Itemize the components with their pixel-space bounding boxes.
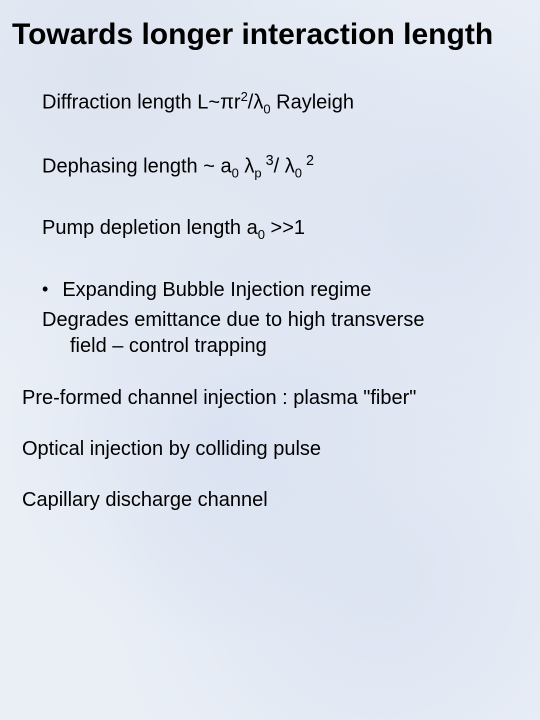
bottom-block: Pre-formed channel injection : plasma "f… <box>12 387 520 512</box>
pump-prefix: Pump depletion length a <box>42 217 258 239</box>
pump-line: Pump depletion length a0 >>1 <box>42 216 520 243</box>
lambda-p: λ <box>244 156 254 178</box>
rayleigh-suffix: Rayleigh <box>271 92 354 114</box>
lambda-0: λ <box>285 156 295 178</box>
content-block: Diffraction length L~πr2/λ0 Rayleigh Dep… <box>12 89 520 359</box>
r-variable: r <box>234 92 241 114</box>
continuation-line-1: Degrades emittance due to high transvers… <box>42 309 424 331</box>
slide: Towards longer interaction length Diffra… <box>0 0 540 720</box>
bullet-dot: • <box>42 279 48 300</box>
sup-2: 2 <box>302 153 314 169</box>
lambda-sub-0b: 0 <box>295 166 302 181</box>
lambda: λ <box>253 92 263 114</box>
bullet-item: • Expanding Bubble Injection regime <box>42 277 520 303</box>
pi-symbol: π <box>220 92 234 114</box>
r-superscript-2: 2 <box>241 89 248 104</box>
pump-sub-0: 0 <box>258 227 265 242</box>
diffraction-prefix: Diffraction length L~ <box>42 92 220 114</box>
pump-gg1: >>1 <box>265 217 305 239</box>
bottom-line-3: Capillary discharge channel <box>22 489 520 512</box>
bottom-line-2: Optical injection by colliding pulse <box>22 438 520 461</box>
sup-3: 3 <box>262 153 274 169</box>
slash-2: / <box>274 156 285 178</box>
bottom-line-1: Pre-formed channel injection : plasma "f… <box>22 387 520 410</box>
continuation-text: Degrades emittance due to high transvers… <box>42 307 520 359</box>
diffraction-line: Diffraction length L~πr2/λ0 Rayleigh <box>42 89 520 118</box>
a-sub-0: 0 <box>232 166 239 181</box>
bullet-text: Expanding Bubble Injection regime <box>62 277 371 303</box>
continuation-line-2: field – control trapping <box>42 335 267 357</box>
lambda-sub-0: 0 <box>263 102 270 117</box>
lambda-sub-p: p <box>254 166 261 181</box>
dephasing-prefix: Dephasing length ~ a <box>42 156 232 178</box>
slide-title: Towards longer interaction length <box>12 18 520 51</box>
dephasing-line: Dephasing length ~ a0 λp 3/ λ0 2 <box>42 152 520 182</box>
